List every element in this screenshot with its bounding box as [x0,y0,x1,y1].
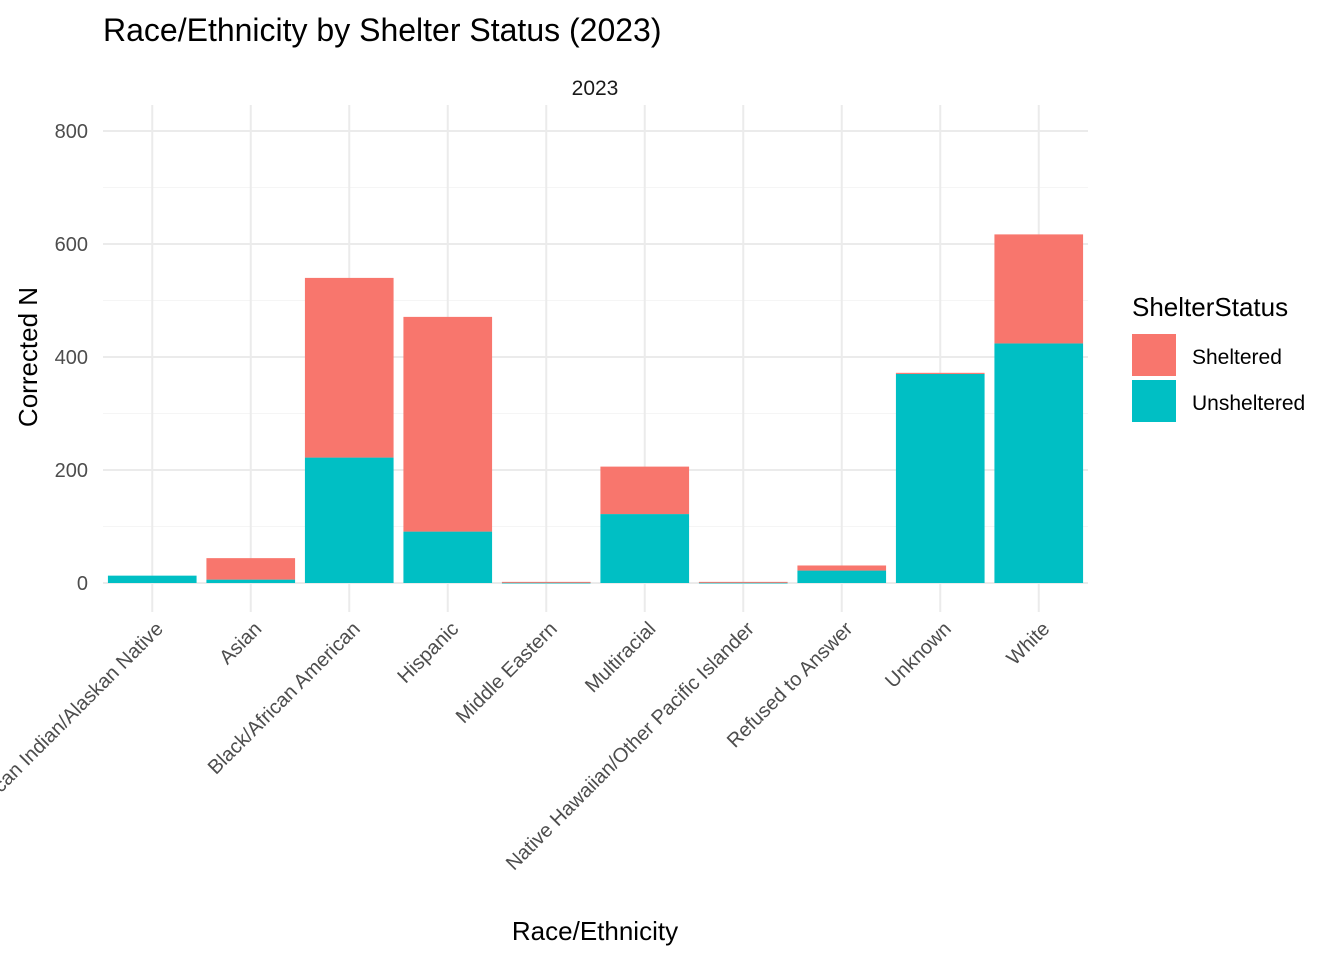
x-axis-title: Race/Ethnicity [512,916,678,946]
bar-sheltered [403,316,493,532]
bar-unsheltered [797,570,887,583]
bar-sheltered [600,466,690,515]
bar-sheltered [797,565,887,571]
x-tick-label: Unknown [881,618,956,693]
y-tick-label: 400 [55,347,88,369]
x-tick-label: Hispanic [393,618,463,688]
bar-sheltered [895,372,985,374]
x-tick-label: Multiracial [581,618,660,697]
legend-label-sheltered: Sheltered [1192,346,1282,369]
bar-unsheltered [501,582,591,584]
x-tick-label: Asian [215,618,266,669]
bar-sheltered [304,277,394,458]
legend-swatch-sheltered [1132,334,1176,376]
y-axis-ticks: 0 200 400 600 800 [55,121,88,595]
legend-title: ShelterStatus [1132,292,1288,322]
x-axis-ticks: American Indian/Alaskan Native AsianBlack… [0,618,1054,875]
facet-label: 2023 [572,77,619,100]
x-tick-label: Middle Eastern [452,618,562,728]
bar-unsheltered [895,373,985,583]
x-tick-label: White [1003,618,1055,670]
bar-sheltered [994,234,1084,344]
y-axis-title: Corrected N [13,287,43,427]
legend: ShelterStatus Sheltered Unsheltered [1132,292,1305,422]
bar-unsheltered [600,514,690,583]
bar-unsheltered [698,582,788,584]
y-tick-label: 800 [55,121,88,143]
x-tick-label: American Indian/Alaskan Native [0,618,168,834]
legend-label-unsheltered: Unsheltered [1192,392,1305,415]
bar-sheltered [501,581,591,583]
legend-swatch-unsheltered [1132,380,1176,422]
bar-unsheltered [206,579,296,583]
y-tick-label: 200 [55,460,88,482]
bar-sheltered [206,558,296,580]
bar-unsheltered [403,531,493,583]
chart-title: Race/Ethnicity by Shelter Status (2023) [103,12,662,48]
bar-sheltered [698,581,788,583]
y-tick-label: 0 [77,573,88,595]
bar-unsheltered [107,575,197,583]
bar-unsheltered [304,457,394,583]
bars [107,234,1084,584]
y-tick-label: 600 [55,234,88,256]
bar-unsheltered [994,343,1084,583]
